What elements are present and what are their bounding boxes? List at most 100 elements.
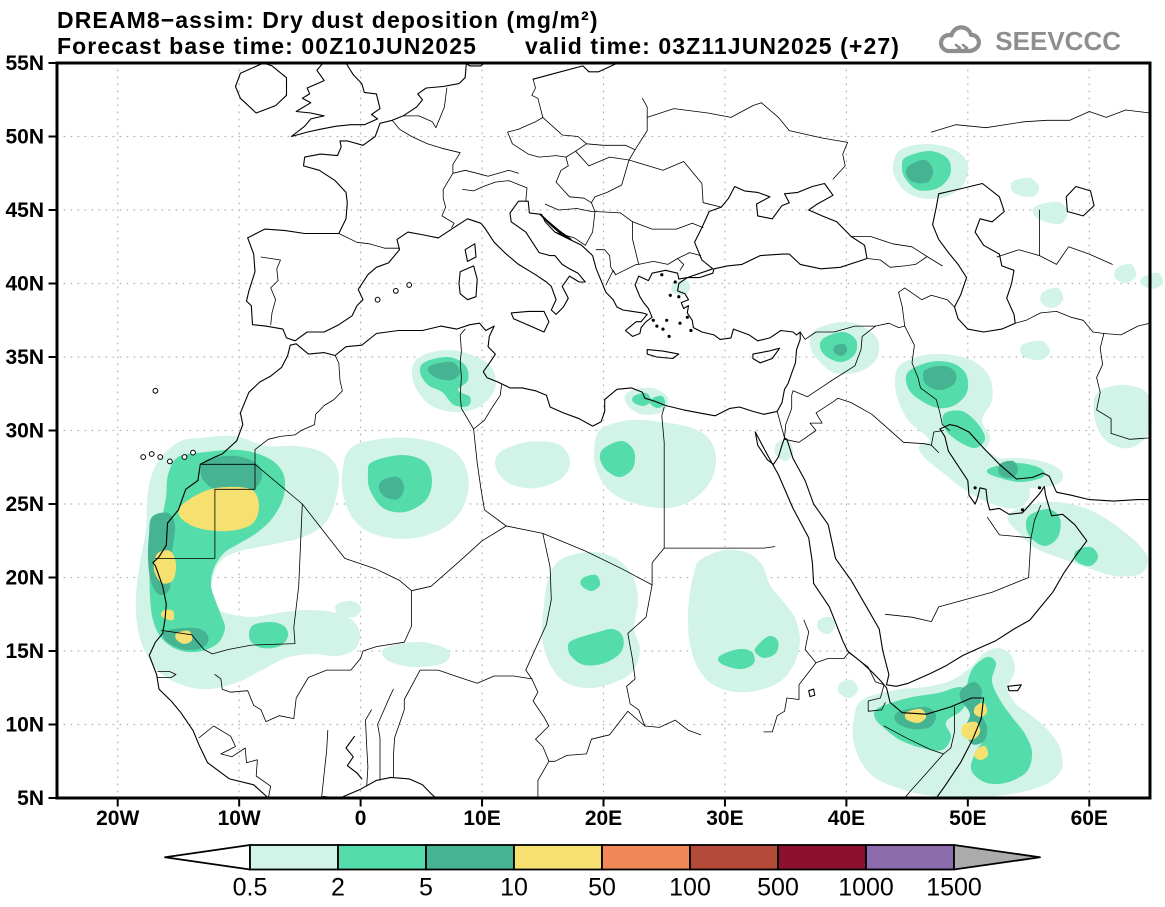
colorbar-segment (777, 844, 867, 871)
country-border (632, 221, 640, 265)
country-border (155, 463, 256, 559)
country-border (594, 211, 633, 223)
lat-tick-label: 5N (17, 787, 44, 810)
coastline (752, 347, 781, 364)
colorbar-label: 500 (757, 874, 799, 902)
country-border (651, 547, 665, 586)
country-border (595, 249, 640, 276)
dust-contour-5-10 (833, 343, 848, 357)
country-border (254, 355, 343, 465)
colorbar-label: 1000 (838, 874, 894, 902)
colorbar-segment (249, 844, 339, 871)
country-border (996, 209, 1040, 258)
country-border (157, 671, 177, 678)
country-border (884, 505, 1042, 622)
dust-contour-0.5-2 (1007, 501, 1148, 577)
lon-tick-label: 0 (355, 807, 367, 830)
coastline (646, 349, 680, 360)
country-border (544, 203, 596, 246)
lon-tick-label: 10W (218, 807, 261, 830)
country-border (507, 78, 544, 133)
colorbar-segment (601, 844, 691, 871)
colorbar-segment (337, 844, 427, 871)
country-border (628, 159, 722, 208)
island-outline (374, 296, 381, 303)
colorbar-over-arrow (953, 844, 1041, 871)
dust-contour-10-50 (973, 702, 988, 718)
island-outline (148, 451, 155, 457)
country-border (1039, 246, 1113, 265)
country-border (898, 287, 955, 308)
dust-contour-0.5-2 (1040, 287, 1064, 309)
country-border (214, 590, 412, 722)
colorbar-label: 10 (500, 874, 528, 902)
coastline (510, 310, 550, 333)
island-dot (651, 318, 655, 322)
country-border (555, 181, 592, 204)
lat-tick-label: 10N (5, 714, 44, 737)
lat-tick-label: 15N (5, 640, 44, 663)
country-border (634, 97, 648, 151)
map-frame (55, 61, 1152, 800)
lon-tick-label: 50E (949, 807, 986, 830)
country-border (784, 390, 794, 439)
country-border (462, 180, 528, 202)
colorbar-segment (513, 844, 603, 871)
lat-tick-label: 25N (5, 493, 44, 516)
coastline (1065, 185, 1095, 217)
country-border (441, 172, 455, 228)
country-border (161, 503, 303, 655)
country-border (531, 678, 550, 799)
forecast-times-line: Forecast base time: 00Z10JUN2025 valid ti… (57, 33, 900, 59)
coastline (245, 200, 688, 342)
country-border (525, 533, 552, 680)
cloud-icon (939, 25, 982, 54)
country-border (402, 87, 448, 129)
logo-text: SEEVCCC (995, 25, 1121, 56)
dust-contour-10-50 (160, 609, 175, 621)
country-border (677, 252, 702, 259)
seevccc-logo: SEEVCCC (936, 24, 1121, 58)
country-border (776, 411, 785, 439)
country-border (875, 291, 906, 328)
country-border (365, 709, 372, 787)
country-border (403, 669, 533, 700)
dust-contour-0.5-2 (495, 441, 571, 489)
dust-contour-0.5-2 (541, 551, 641, 689)
dust-contour-5-10 (922, 365, 957, 391)
country-border (505, 525, 544, 534)
country-border (473, 384, 502, 430)
dust-contour-5-10 (427, 361, 460, 381)
dust-contour-0.5-2 (918, 439, 1031, 509)
country-border (661, 406, 665, 549)
dust-contour-10-50 (178, 486, 259, 532)
country-border (542, 533, 653, 586)
country-border (763, 619, 817, 733)
lat-tick-label: 40N (5, 273, 44, 296)
colorbar-label: 1500 (926, 874, 982, 902)
title-block: DREAM8−assim: Dry dust deposition (mg/m²… (57, 7, 900, 59)
island-dot (661, 327, 665, 331)
dust-contour-2-5 (580, 574, 601, 591)
island-dot (1037, 486, 1042, 490)
dust-contour-5-10 (378, 476, 404, 500)
coastline (932, 182, 1016, 333)
dust-contour-10-50 (961, 721, 981, 741)
dust-contour-10-50 (973, 745, 989, 761)
country-border (792, 380, 833, 398)
island-dot (973, 486, 977, 490)
dust-contour-2-5 (249, 622, 289, 649)
colorbar-segment (865, 844, 955, 871)
country-border (883, 725, 952, 755)
dust-contour-0.5-2 (335, 600, 362, 618)
island-outline (406, 282, 413, 288)
island-outline (157, 454, 164, 460)
lon-tick-label: 10E (463, 807, 500, 830)
colorbar-segment (425, 844, 515, 871)
coastline (290, 62, 381, 138)
country-border (1096, 333, 1112, 434)
island-dot (673, 280, 677, 284)
country-border (1103, 322, 1151, 336)
island-outline (181, 454, 188, 460)
dust-contour-0.5-2 (381, 641, 451, 668)
